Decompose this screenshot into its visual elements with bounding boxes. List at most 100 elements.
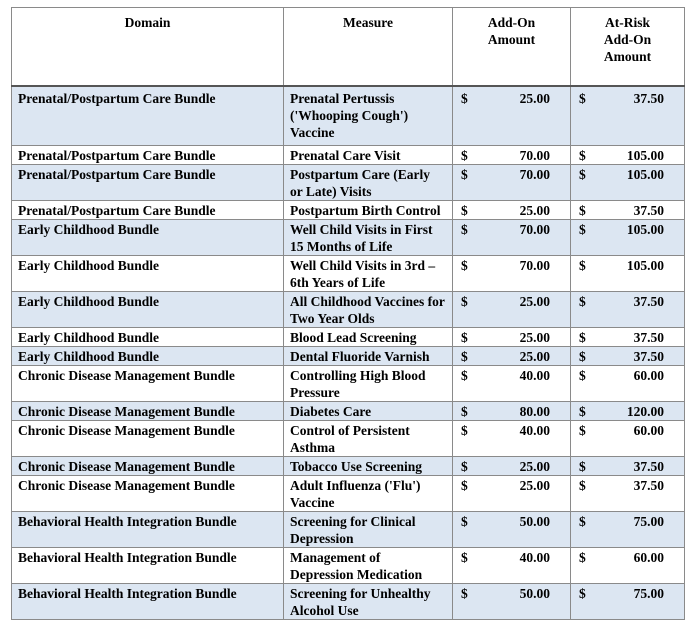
- table-row: Prenatal/Postpartum Care Bundle Postpartu…: [11, 164, 685, 201]
- currency-cell: $: [570, 291, 611, 328]
- measure-cell: Control of Persistent Asthma: [283, 420, 453, 457]
- domain-cell: Early Childhood Bundle: [11, 346, 284, 366]
- amount-cell: 105.00: [610, 219, 685, 256]
- domain-cell: Chronic Disease Management Bundle: [11, 365, 284, 402]
- domain-cell: Early Childhood Bundle: [11, 291, 284, 328]
- measure-cell: Management of Depression Medication: [283, 547, 453, 584]
- amount-cell: 25.00: [492, 456, 571, 476]
- currency-cell: $: [452, 511, 493, 548]
- table-row: Chronic Disease Management Bundle Control…: [11, 365, 685, 402]
- measure-cell: All Childhood Vaccines for Two Year Olds: [283, 291, 453, 328]
- currency-cell: $: [570, 456, 611, 476]
- amount-cell: 50.00: [492, 511, 571, 548]
- currency-cell: $: [570, 346, 611, 366]
- amount-cell: 25.00: [492, 291, 571, 328]
- amount-cell: 50.00: [492, 583, 571, 620]
- domain-cell: Chronic Disease Management Bundle: [11, 401, 284, 421]
- amount-cell: 37.50: [610, 327, 685, 347]
- amount-cell: 37.50: [610, 456, 685, 476]
- currency-cell: $: [452, 145, 493, 165]
- domain-cell: Chronic Disease Management Bundle: [11, 456, 284, 476]
- table-row: Early Childhood Bundle Well Child Visits …: [11, 219, 685, 256]
- header-cell: Domain: [11, 7, 284, 87]
- domain-cell: Chronic Disease Management Bundle: [11, 475, 284, 512]
- currency-cell: $: [452, 346, 493, 366]
- currency-cell: $: [570, 145, 611, 165]
- currency-cell: $: [452, 420, 493, 457]
- amount-cell: 105.00: [610, 145, 685, 165]
- amount-cell: 37.50: [610, 200, 685, 220]
- currency-cell: $: [570, 327, 611, 347]
- currency-cell: $: [452, 85, 493, 146]
- amount-cell: 70.00: [492, 255, 571, 292]
- amount-cell: 105.00: [610, 164, 685, 201]
- currency-cell: $: [452, 200, 493, 220]
- amount-cell: 60.00: [610, 547, 685, 584]
- amount-cell: 37.50: [610, 85, 685, 146]
- currency-cell: $: [570, 511, 611, 548]
- measure-cell: Adult Influenza ('Flu') Vaccine: [283, 475, 453, 512]
- measure-cell: Well Child Visits in First 15 Months of …: [283, 219, 453, 256]
- domain-cell: Behavioral Health Integration Bundle: [11, 511, 284, 548]
- domain-cell: Prenatal/Postpartum Care Bundle: [11, 164, 284, 201]
- table-row: Prenatal/Postpartum Care Bundle Postpartu…: [11, 200, 685, 220]
- amount-cell: 37.50: [610, 291, 685, 328]
- currency-cell: $: [570, 401, 611, 421]
- amount-cell: 80.00: [492, 401, 571, 421]
- measure-cell: Controlling High Blood Pressure: [283, 365, 453, 402]
- table-row: Chronic Disease Management Bundle Diabete…: [11, 401, 685, 421]
- currency-cell: $: [452, 583, 493, 620]
- measure-cell: Well Child Visits in 3rd – 6th Years of …: [283, 255, 453, 292]
- currency-cell: $: [452, 255, 493, 292]
- amount-cell: 37.50: [610, 475, 685, 512]
- currency-cell: $: [570, 164, 611, 201]
- amount-cell: 70.00: [492, 219, 571, 256]
- currency-cell: $: [570, 255, 611, 292]
- currency-cell: $: [452, 164, 493, 201]
- currency-cell: $: [570, 219, 611, 256]
- domain-cell: Early Childhood Bundle: [11, 327, 284, 347]
- domain-cell: Behavioral Health Integration Bundle: [11, 583, 284, 620]
- currency-cell: $: [570, 365, 611, 402]
- table-row: Chronic Disease Management Bundle Adult I…: [11, 475, 685, 512]
- domain-cell: Chronic Disease Management Bundle: [11, 420, 284, 457]
- amount-cell: 60.00: [610, 420, 685, 457]
- header-row: Domain Measure Add-On Amount At-Risk Add-On Am…: [11, 7, 685, 87]
- domain-cell: Prenatal/Postpartum Care Bundle: [11, 145, 284, 165]
- amount-cell: 37.50: [610, 346, 685, 366]
- currency-cell: $: [570, 85, 611, 146]
- header-line: Add-On: [603, 32, 652, 47]
- table-row: Prenatal/Postpartum Care Bundle Prenatal …: [11, 145, 685, 165]
- table-row: Behavioral Health Integration Bundle Scre…: [11, 583, 685, 620]
- header-line: Amount: [487, 32, 536, 47]
- domain-cell: Early Childhood Bundle: [11, 255, 284, 292]
- header-cell: Measure: [283, 7, 453, 87]
- table-row: Behavioral Health Integration Bundle Mana…: [11, 547, 685, 584]
- domain-cell: Early Childhood Bundle: [11, 219, 284, 256]
- amount-cell: 70.00: [492, 164, 571, 201]
- amount-cell: 25.00: [492, 85, 571, 146]
- amount-cell: 105.00: [610, 255, 685, 292]
- table-header: Domain Measure Add-On Amount At-Risk Add-On Am…: [11, 7, 685, 87]
- currency-cell: $: [452, 291, 493, 328]
- currency-cell: $: [452, 475, 493, 512]
- domain-cell: Prenatal/Postpartum Care Bundle: [11, 85, 284, 146]
- currency-cell: $: [570, 583, 611, 620]
- amount-cell: 25.00: [492, 200, 571, 220]
- currency-cell: $: [570, 475, 611, 512]
- header-line: Amount: [603, 49, 652, 64]
- amount-cell: 25.00: [492, 327, 571, 347]
- table-row: Early Childhood Bundle Well Child Visits …: [11, 255, 685, 292]
- currency-cell: $: [452, 456, 493, 476]
- measure-cell: Screening for Clinical Depression: [283, 511, 453, 548]
- table-row: Early Childhood Bundle Dental Fluoride Va…: [11, 346, 685, 366]
- amount-cell: 40.00: [492, 365, 571, 402]
- measure-cell: Prenatal Care Visit: [283, 145, 453, 165]
- currency-cell: $: [452, 365, 493, 402]
- measure-cell: Postpartum Care (Early or Late) Visits: [283, 164, 453, 201]
- measure-cell: Screening for Unhealthy Alcohol Use: [283, 583, 453, 620]
- measure-cell: Tobacco Use Screening: [283, 456, 453, 476]
- amount-cell: 60.00: [610, 365, 685, 402]
- domain-cell: Prenatal/Postpartum Care Bundle: [11, 200, 284, 220]
